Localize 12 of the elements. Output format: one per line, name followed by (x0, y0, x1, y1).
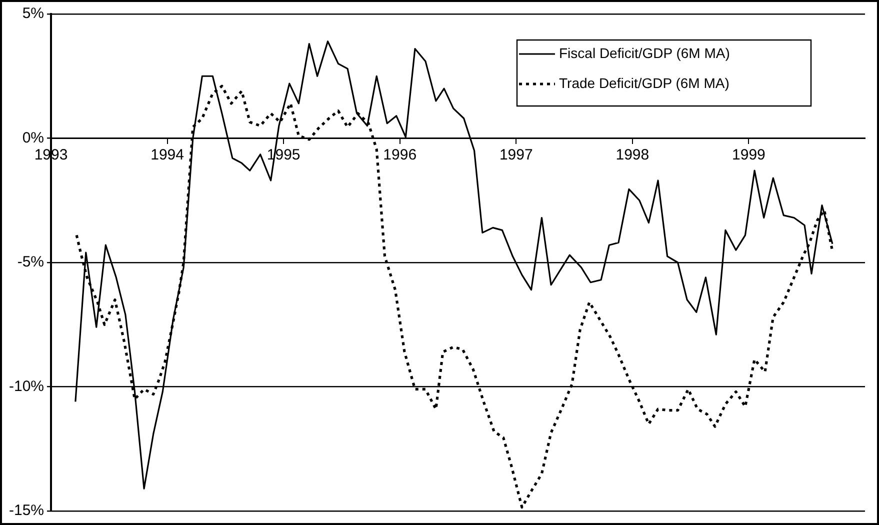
y-tick-label: -10% (8, 378, 44, 395)
y-tick-label: -5% (17, 254, 44, 271)
legend-label: Trade Deficit/GDP (6M MA) (559, 74, 730, 91)
x-tick-label: 1999 (732, 146, 766, 164)
x-tick-label: 1997 (499, 146, 533, 164)
y-tick-label: 5% (22, 5, 44, 22)
y-tick-label: 0% (22, 129, 44, 146)
x-tick-label: 1996 (383, 146, 417, 164)
y-tick-label: -15% (8, 502, 44, 520)
legend-label: Fiscal Deficit/GDP (6M MA) (559, 44, 730, 61)
x-tick-label: 1998 (616, 146, 650, 164)
x-tick-label: 1994 (150, 146, 184, 164)
